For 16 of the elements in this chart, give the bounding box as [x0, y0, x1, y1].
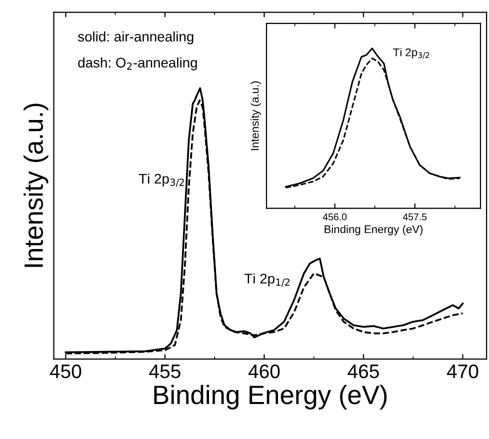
- x-tick-label: 450: [50, 364, 82, 378]
- x-tick-label: 465: [348, 364, 379, 378]
- annotation: Ti 2p$_{3/2}$: [393, 48, 430, 59]
- y-axis-title: Intensity (a.u.): [250, 81, 261, 150]
- annotation: Ti 2p$_{3/2}$: [138, 173, 184, 187]
- annotation: Ti 2p$_{1/2}$: [244, 273, 290, 287]
- x-tick-label: 460: [248, 364, 280, 378]
- x-tick-label: 456.0: [322, 213, 347, 220]
- text: dash: O$_{2}$-annealing: [78, 57, 197, 70]
- x-tick-label: 457.5: [402, 214, 427, 220]
- x-axis-title: Binding Energy (eV): [154, 384, 387, 410]
- x-tick-label: 470: [446, 364, 478, 378]
- x-tick-label: 455: [149, 364, 180, 378]
- x-axis-title: Binding Energy (eV): [324, 225, 423, 236]
- y-axis-title: Intensity (a.u.): [24, 104, 48, 267]
- text: solid: air-annealing: [78, 31, 194, 44]
